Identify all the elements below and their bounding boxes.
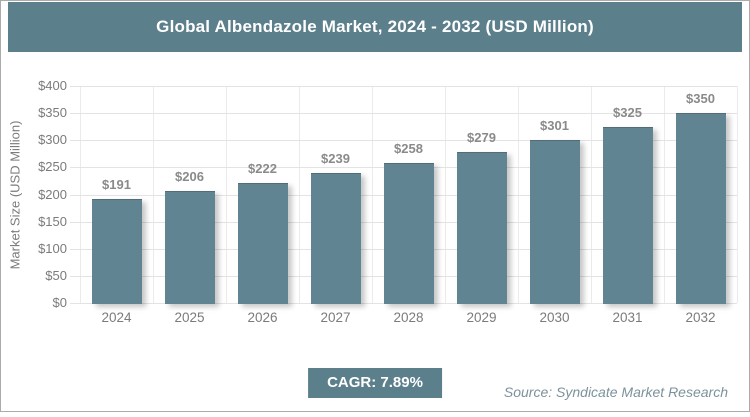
y-tick-label: $50 <box>45 267 67 283</box>
x-tick-label: 2024 <box>101 310 132 325</box>
bar-value-label: $350 <box>686 91 715 107</box>
x-tick-label: 2027 <box>320 310 351 325</box>
horizontal-gridline <box>70 86 737 87</box>
chart-title-bar: Global Albendazole Market, 2024 - 2032 (… <box>8 2 742 52</box>
bar <box>675 113 726 304</box>
x-tick-label: 2026 <box>247 310 278 325</box>
bar-value-label: $325 <box>613 104 642 120</box>
x-tick-label: 2025 <box>174 310 205 325</box>
vertical-gridline <box>737 86 738 303</box>
y-tick-label: $150 <box>38 213 67 229</box>
x-tick-label: 2029 <box>466 310 497 325</box>
x-tick-label: 2031 <box>612 310 643 325</box>
bar <box>529 139 580 304</box>
chart-title: Global Albendazole Market, 2024 - 2032 (… <box>156 17 594 36</box>
y-tick-label: $300 <box>38 132 67 148</box>
bar-value-label: $258 <box>394 141 423 157</box>
y-axis-title: Market Size (USD Million) <box>7 120 23 270</box>
bar <box>310 173 361 304</box>
bar <box>237 182 288 304</box>
source-attribution: Source: Syndicate Market Research <box>503 384 728 400</box>
plot-area: $0 $50 $100 $150 $200 $250 $300 $350 $400 $191 202… <box>38 78 738 325</box>
bar <box>383 163 434 304</box>
cagr-badge: CAGR: 7.89% <box>308 368 442 398</box>
y-tick-label: $400 <box>38 78 67 93</box>
bar-value-label: $191 <box>102 177 131 193</box>
x-tick-label: 2030 <box>539 310 570 325</box>
bar-value-label: $279 <box>467 129 496 145</box>
y-tick-label: $250 <box>38 159 67 175</box>
bar-value-label: $301 <box>540 117 569 133</box>
y-tick-label: $200 <box>38 186 67 202</box>
y-tick-label: $350 <box>38 105 67 121</box>
y-tick-label: $0 <box>52 295 67 310</box>
bar <box>91 199 142 304</box>
y-tick-label: $100 <box>38 240 67 256</box>
bar <box>164 191 215 304</box>
horizontal-gridline <box>70 140 737 142</box>
x-tick-label: 2032 <box>685 310 716 325</box>
horizontal-gridline <box>70 113 737 115</box>
bar <box>456 151 507 304</box>
x-tick-label: 2028 <box>393 310 424 325</box>
bar-value-label: $206 <box>175 169 204 185</box>
bar-value-label: $239 <box>321 151 350 167</box>
bar <box>602 126 653 304</box>
bar-value-label: $222 <box>248 160 277 176</box>
